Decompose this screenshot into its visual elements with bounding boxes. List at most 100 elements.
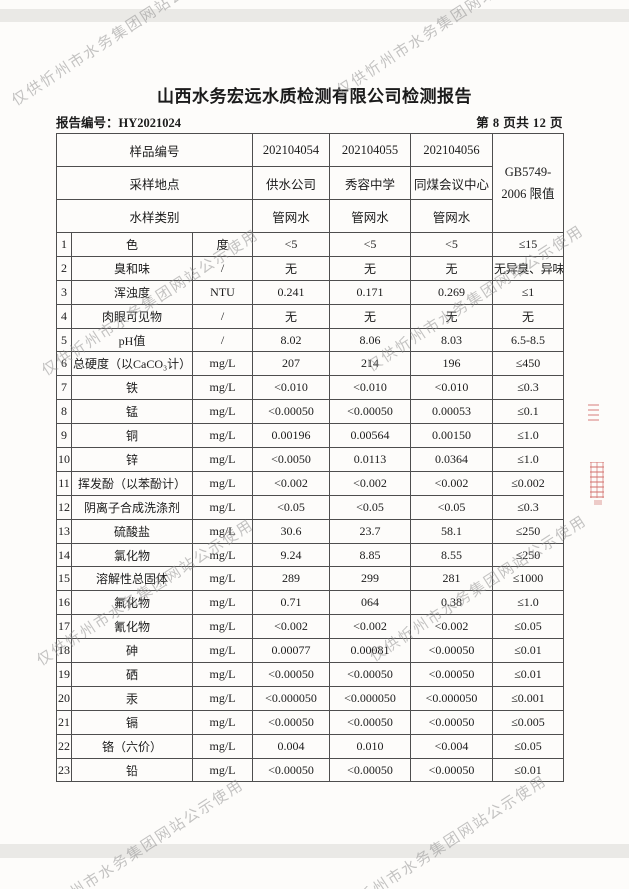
value: 0.241: [252, 279, 330, 305]
value: 8.55: [410, 542, 493, 568]
row-number: 20: [56, 685, 72, 711]
value: <5: [252, 232, 330, 257]
value: 8.02: [252, 327, 330, 353]
parameter-name: 浑浊度: [71, 279, 193, 305]
water-type: 管网水: [329, 199, 411, 233]
value: 064: [329, 590, 411, 616]
table-row: 17 氰化物 mg/L <0.002 <0.002 <0.002 ≤0.05: [56, 614, 564, 640]
value: 无: [410, 303, 493, 329]
value: <0.00050: [329, 399, 411, 425]
value: 299: [329, 566, 411, 592]
unit: /: [192, 255, 253, 281]
row-number: 7: [56, 375, 72, 401]
sampling-location: 同煤会议中心: [410, 166, 493, 200]
parameter-name: 镉: [71, 709, 193, 735]
unit: 度: [192, 232, 253, 257]
row-number: 4: [56, 303, 72, 329]
value: <0.00050: [329, 709, 411, 735]
red-stamp-fragment: [588, 403, 599, 421]
parameter-name: pH值: [71, 327, 193, 353]
row-number: 11: [56, 470, 72, 496]
limit-value: ≤1.0: [492, 447, 564, 472]
value: <0.002: [252, 470, 330, 496]
table-row: 15 溶解性总固体 mg/L 289 299 281 ≤1000: [56, 566, 564, 592]
scan-shading-bottom: [0, 844, 629, 858]
table-row: 20 汞 mg/L <0.000050 <0.000050 <0.000050 ≤0.001: [56, 685, 564, 711]
unit: mg/L: [192, 709, 253, 735]
limit-value: ≤250: [492, 518, 564, 544]
parameter-name: 硒: [71, 662, 193, 687]
parameter-name: 色: [71, 232, 193, 257]
sampling-location-label: 采样地点: [56, 166, 253, 200]
unit: mg/L: [192, 638, 253, 664]
value: 8.06: [329, 327, 411, 353]
value: <0.002: [329, 470, 411, 496]
scan-shading-top: [0, 9, 629, 22]
value: <0.00050: [410, 709, 493, 735]
unit: NTU: [192, 279, 253, 305]
value: <0.002: [252, 614, 330, 640]
value: <0.010: [329, 375, 411, 401]
value: <5: [329, 232, 411, 257]
watermark: 仅供忻州市水务集团网站公示使用: [327, 773, 551, 889]
limit-value: ≤1.0: [492, 590, 564, 616]
table-row: 6 总硬度（以CaCO₃计） mg/L 207 214 196 ≤450: [56, 351, 564, 377]
limit-standard-line2: 2006 限值: [501, 187, 555, 201]
unit: mg/L: [192, 542, 253, 568]
value: 0.71: [252, 590, 330, 616]
parameter-name: 硫酸盐: [71, 518, 193, 544]
table-row: 22 铬（六价） mg/L 0.004 0.010 <0.004 ≤0.05: [56, 733, 564, 759]
table-row: 3 浑浊度 NTU 0.241 0.171 0.269 ≤1: [56, 279, 564, 305]
limit-standard-line1: GB5749-: [504, 164, 552, 179]
value: 无: [252, 255, 330, 281]
limit-value: ≤0.05: [492, 614, 564, 640]
row-number: 22: [56, 733, 72, 759]
limit-value: ≤0.05: [492, 733, 564, 759]
limit-value: ≤1000: [492, 566, 564, 592]
row-number: 5: [56, 327, 72, 353]
value: <0.004: [410, 733, 493, 759]
value: 207: [252, 351, 330, 377]
red-stamp-fragment: [590, 462, 604, 498]
unit: mg/L: [192, 566, 253, 592]
sample-id: 202104056: [410, 133, 493, 167]
row-number: 1: [56, 232, 72, 257]
unit: mg/L: [192, 733, 253, 759]
table-header-row-location: 采样地点 供水公司 秀容中学 同煤会议中心: [56, 166, 564, 200]
value: <0.00050: [252, 709, 330, 735]
row-number: 10: [56, 447, 72, 472]
value: 无: [410, 255, 493, 281]
unit: mg/L: [192, 447, 253, 472]
parameter-name: 氰化物: [71, 614, 193, 640]
table-row: 11 挥发酚（以苯酚计） mg/L <0.002 <0.002 <0.002 ≤0.002: [56, 470, 564, 496]
limit-value: ≤0.005: [492, 709, 564, 735]
row-number: 9: [56, 423, 72, 449]
value: 289: [252, 566, 330, 592]
parameter-name: 砷: [71, 638, 193, 664]
page-indicator: 第 8 页共 12 页: [476, 116, 563, 130]
table-row: 14 氯化物 mg/L 9.24 8.85 8.55 ≤250: [56, 542, 564, 568]
value: <0.05: [410, 494, 493, 520]
value: 196: [410, 351, 493, 377]
water-quality-table: 样品编号 202104054 202104055 202104056 GB574…: [56, 133, 564, 783]
row-number: 14: [56, 542, 72, 568]
value: <0.00050: [410, 757, 493, 783]
value: 9.24: [252, 542, 330, 568]
limit-value: ≤0.002: [492, 470, 564, 496]
row-number: 8: [56, 399, 72, 425]
parameter-name: 汞: [71, 685, 193, 711]
value: 58.1: [410, 518, 493, 544]
value: <0.00050: [410, 638, 493, 664]
value: <0.0050: [252, 447, 330, 472]
unit: /: [192, 327, 253, 353]
row-number: 23: [56, 757, 72, 783]
row-number: 2: [56, 255, 72, 281]
value: 0.004: [252, 733, 330, 759]
value: 0.00564: [329, 423, 411, 449]
value: <0.010: [252, 375, 330, 401]
table-header-row-water-type: 水样类别 管网水 管网水 管网水: [56, 199, 564, 233]
unit: mg/L: [192, 470, 253, 496]
unit: mg/L: [192, 757, 253, 783]
value: 0.00053: [410, 399, 493, 425]
